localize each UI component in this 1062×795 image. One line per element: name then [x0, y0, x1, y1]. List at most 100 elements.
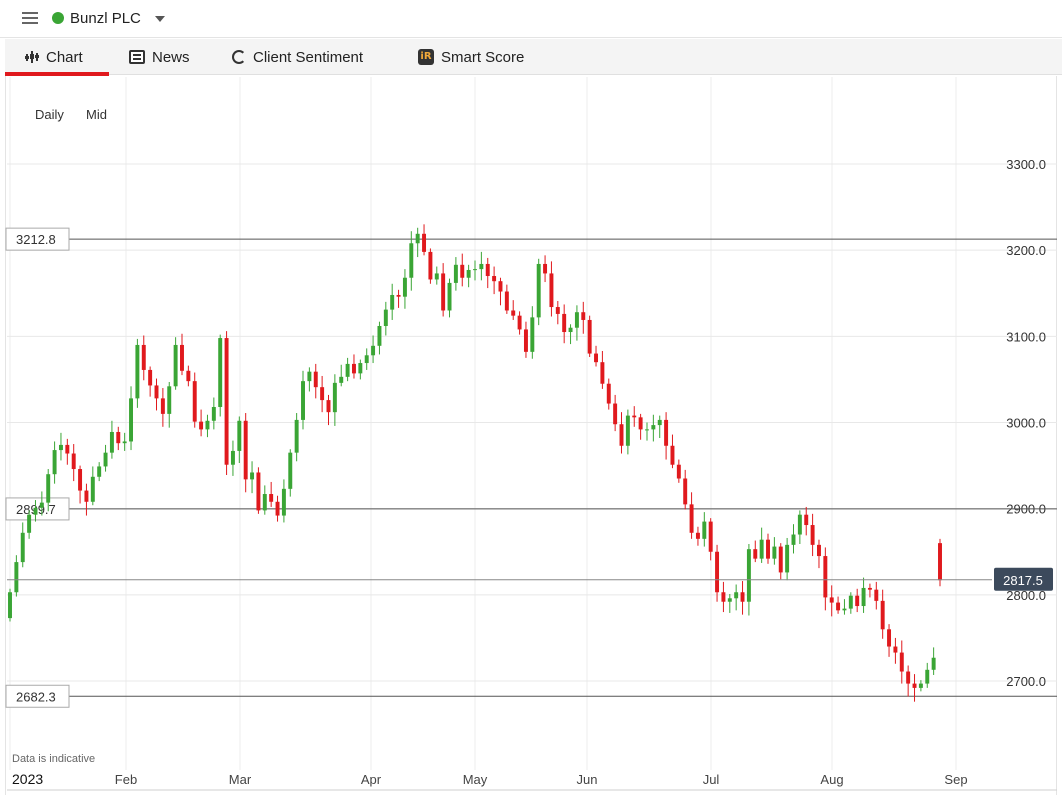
candle: [383, 309, 388, 326]
candle: [670, 445, 675, 465]
candle: [619, 424, 624, 446]
candle: [504, 291, 509, 311]
candle: [842, 608, 847, 611]
candle: [135, 344, 140, 399]
tab-bar: Chart News Client Sentiment iR Smart Sco…: [5, 39, 1062, 76]
tab-news[interactable]: News: [129, 39, 190, 75]
candle: [65, 444, 70, 454]
candle: [695, 532, 700, 539]
candle: [562, 313, 567, 333]
candle: [269, 494, 274, 502]
candle: [555, 307, 560, 314]
x-tick-label: Jul: [703, 772, 720, 787]
level-label: 2682.3: [16, 689, 56, 704]
x-tick-label: Feb: [115, 772, 137, 787]
candle: [740, 592, 745, 602]
candle: [116, 431, 121, 444]
candle: [288, 452, 293, 489]
candle: [848, 595, 853, 609]
candle: [606, 383, 611, 404]
candle: [103, 452, 108, 467]
candle: [390, 294, 395, 310]
candle: [772, 546, 777, 559]
candle: [320, 387, 325, 401]
current-price-tag: [994, 567, 1053, 591]
candle: [880, 600, 885, 630]
candle: [485, 263, 490, 277]
candle: [218, 338, 223, 407]
candle: [447, 282, 452, 311]
candle: [154, 385, 159, 399]
candle: [441, 273, 446, 311]
candle: [180, 344, 184, 371]
candle: [262, 494, 267, 511]
price-type-selector[interactable]: Mid: [86, 107, 107, 122]
level-label: 3212.8: [16, 232, 56, 247]
candle: [912, 683, 917, 688]
candle: [600, 362, 605, 384]
news-icon: [129, 50, 145, 64]
instrument-name[interactable]: Bunzl PLC: [70, 10, 141, 27]
chevron-down-icon[interactable]: [155, 16, 165, 22]
candle: [727, 598, 732, 602]
candle: [39, 502, 44, 508]
tab-smart-score[interactable]: iR Smart Score: [418, 39, 524, 75]
candle: [122, 441, 127, 444]
sentiment-icon: [232, 50, 246, 64]
x-tick-label: May: [463, 772, 488, 787]
candle: [797, 514, 802, 535]
candle: [224, 338, 229, 465]
disclaimer-text: Data is indicative: [12, 753, 96, 765]
candle: [33, 507, 38, 515]
candle: [568, 327, 573, 333]
tab-news-label: News: [152, 48, 190, 66]
tab-smart-score-label: Smart Score: [441, 48, 525, 66]
top-bar: Bunzl PLC: [0, 0, 1062, 38]
candle: [351, 363, 356, 374]
candle: [199, 421, 204, 430]
candle: [645, 429, 649, 431]
candle: [594, 353, 599, 363]
x-tick-label: Apr: [361, 772, 382, 787]
candle: [186, 370, 191, 382]
y-tick-label: 2700.0: [1006, 674, 1046, 689]
candle: [453, 264, 458, 283]
candle: [511, 310, 516, 316]
candle: [148, 369, 153, 386]
y-tick-label: 3200.0: [1006, 243, 1046, 258]
x-tick-label: Jun: [577, 772, 598, 787]
candle: [173, 344, 178, 387]
candle: [167, 386, 172, 414]
candle: [746, 549, 751, 602]
candle: [899, 652, 904, 672]
candle: [402, 277, 407, 297]
candle: [683, 478, 688, 505]
interval-selector[interactable]: Daily: [35, 107, 64, 122]
candle: [721, 592, 726, 602]
smart-score-icon: iR: [418, 49, 434, 65]
candle: [396, 294, 401, 297]
candle: [84, 490, 89, 502]
candle: [498, 281, 503, 292]
level-label-box: [5, 684, 70, 708]
tab-chart[interactable]: Chart: [5, 39, 109, 76]
candle: [460, 264, 465, 278]
candle: [230, 450, 235, 465]
candles-group: [8, 224, 942, 702]
current-price-label: 2817.5: [1003, 573, 1043, 588]
candle: [638, 417, 643, 430]
candle: [938, 543, 942, 581]
tab-client-sentiment[interactable]: Client Sentiment: [232, 39, 363, 75]
candle: [715, 551, 720, 593]
candle: [613, 403, 618, 425]
chart-panel[interactable]: [5, 76, 1057, 795]
candle: [409, 243, 414, 278]
menu-icon[interactable]: [22, 12, 38, 24]
candle: [523, 329, 528, 352]
candle: [301, 381, 305, 420]
candle: [141, 344, 146, 370]
candle: [664, 419, 669, 446]
candle: [517, 315, 522, 330]
y-tick-label: 3100.0: [1006, 329, 1046, 344]
